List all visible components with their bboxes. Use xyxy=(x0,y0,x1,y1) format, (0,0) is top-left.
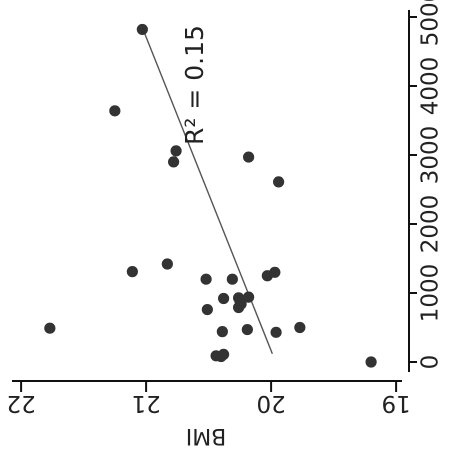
data-point xyxy=(241,323,253,336)
data-points xyxy=(44,23,377,368)
x-axis-label: BMI xyxy=(186,423,227,448)
r-squared-annotation: R² = 0.15 xyxy=(180,25,209,145)
y-tick-label: 1000 xyxy=(418,264,444,323)
data-point xyxy=(215,350,227,363)
x-tick-label: 21 xyxy=(131,390,160,416)
y-tick-label: 5000 xyxy=(418,0,444,46)
data-point xyxy=(44,322,56,334)
data-point xyxy=(170,145,182,157)
x-tick-label: 22 xyxy=(6,390,35,416)
data-point xyxy=(243,151,255,163)
labels: 22 21 20 19 0 1000 2000 3000 4000 5000 BMI R² = 0.1… xyxy=(6,0,443,448)
data-point xyxy=(168,156,180,168)
data-point xyxy=(243,291,255,303)
data-point xyxy=(218,292,230,305)
data-point xyxy=(365,356,377,368)
data-point xyxy=(136,23,148,36)
axes xyxy=(12,10,417,392)
y-tick-label: 4000 xyxy=(418,57,444,116)
data-point xyxy=(294,321,306,334)
x-tick-label: 19 xyxy=(381,390,410,416)
data-point xyxy=(126,266,138,278)
data-point xyxy=(216,326,228,338)
data-point xyxy=(200,273,212,285)
data-point xyxy=(270,326,282,338)
y-tick-label: 0 xyxy=(418,355,444,370)
data-point xyxy=(161,258,173,270)
data-point xyxy=(273,176,285,188)
data-point xyxy=(201,303,213,316)
y-tick-label: 2000 xyxy=(418,195,444,254)
y-tick-label: 3000 xyxy=(418,126,444,185)
data-point xyxy=(226,273,238,285)
data-point xyxy=(269,266,281,278)
data-point xyxy=(233,301,245,314)
data-point xyxy=(109,105,121,117)
x-tick-label: 20 xyxy=(256,390,285,416)
